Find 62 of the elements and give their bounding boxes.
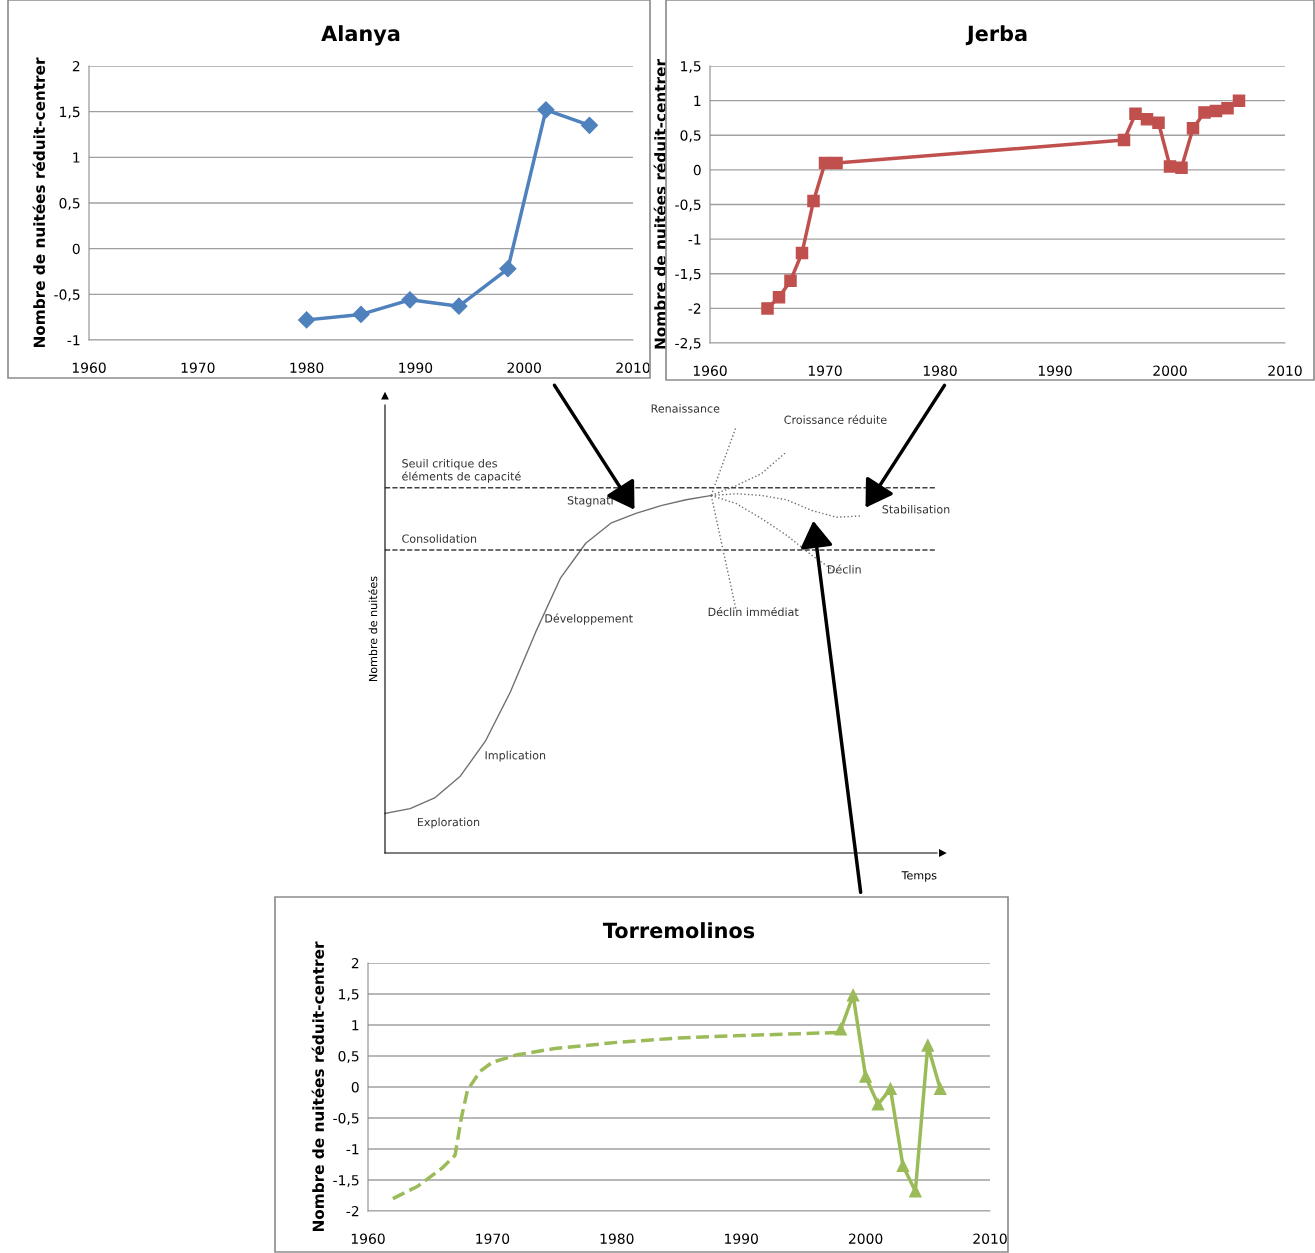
y-tick-label: 0 [72,243,80,255]
y-tick-label: 0 [351,1081,359,1093]
annotation: Déclin [828,564,861,574]
annotation: Implication [485,750,546,762]
chart-title: Jerba [965,25,1027,46]
x-tick-label: 1980 [290,362,324,373]
x-tick-label: 1970 [476,1233,510,1244]
y-tick-label: -0,5 [333,1112,359,1125]
text: Croissance réduite [784,414,887,424]
x-tick-label: 2010 [973,1233,1007,1244]
x-tick-label: 2000 [507,362,541,373]
y-tick-label: -2 [346,1205,359,1217]
y-tick-label: -1 [67,335,80,346]
chart-title: Alanya [321,25,400,46]
x-tick-label: 1970 [181,362,215,373]
annotation: Stagnati [567,495,613,507]
y-tick-label: -0,5 [675,199,701,212]
y-tick-label: -0,5 [54,289,80,302]
x-tick-label: 1980 [600,1233,634,1244]
x-tick-label: 2010 [1268,365,1302,376]
y-tick-label: 1 [73,152,80,163]
y-axis-title: Nombre de nuitées réduit-centrer [32,57,46,348]
x-tick-label: 1990 [725,1233,758,1244]
x-tick-label: 1960 [72,362,106,373]
ref-line-label: Consolidation [402,534,477,543]
y-tick-label: -1,5 [675,268,701,281]
y-tick-label: 2 [72,60,80,72]
x-tick-label: 1970 [808,365,842,376]
y-axis-title: Nombre de nuitées [368,576,378,681]
x-tick-label: 1960 [351,1233,385,1244]
annotation: Exploration [417,817,480,829]
y-tick-label: -2,5 [675,337,701,350]
y-tick-label: -2 [688,303,701,314]
annotation: Déclin immédiat [708,607,799,617]
x-axis-title: Temps [901,871,937,882]
y-tick-label: 2 [351,957,359,969]
y-tick-label: -1,5 [333,1175,359,1187]
y-tick-label: -1 [346,1144,359,1155]
y-tick-label: 1,5 [339,989,359,1001]
x-tick-label: 2000 [848,1233,883,1244]
text: Renaissance [651,404,720,413]
annotation: Stabilisation [882,504,950,514]
x-tick-label: 2010 [616,362,650,373]
y-tick-label: -1 [688,234,701,245]
x-tick-label: 2000 [1153,365,1187,376]
y-axis-title: Nombre de nuitées réduit-centrer [311,941,325,1232]
y-tick-label: 0,5 [338,1050,359,1063]
ref-line-label: Seuil critique des éléments de capacité [402,458,521,483]
y-tick-label: 0 [693,164,701,176]
y-tick-label: 0,5 [59,197,80,210]
y-tick-label: 1,5 [681,61,701,73]
y-tick-label: 1,5 [60,106,80,119]
annotation: Développement [545,613,633,625]
x-tick-label: 1990 [399,362,433,373]
y-axis-title: Nombre de nuitées réduit-centrer [653,59,667,349]
chart-title: Torremolinos [602,922,755,939]
y-tick-label: 1 [352,1020,359,1031]
y-tick-label: 0,5 [680,130,701,143]
y-tick-label: 1 [694,95,701,106]
x-tick-label: 1960 [693,365,727,376]
x-tick-label: 1980 [923,365,957,376]
x-tick-label: 1990 [1038,365,1072,376]
